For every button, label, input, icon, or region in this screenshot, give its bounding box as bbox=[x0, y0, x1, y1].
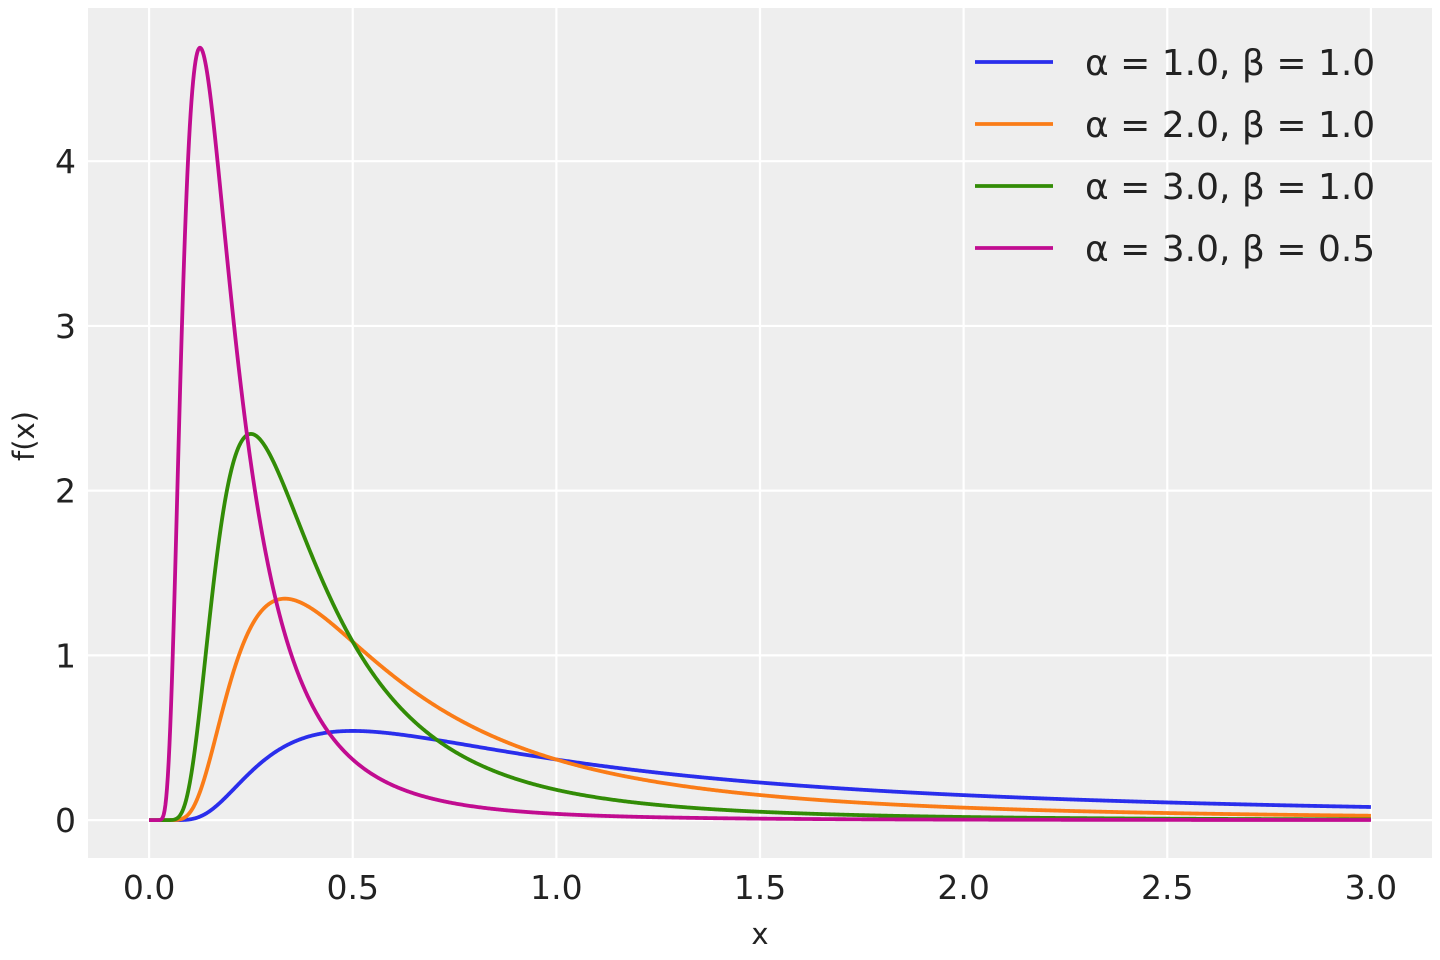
series-line-4 bbox=[148, 45, 1372, 823]
series-group bbox=[148, 45, 1372, 823]
y-axis-label: f(x) bbox=[7, 411, 41, 461]
x-tick-label: 0.5 bbox=[326, 868, 378, 907]
legend-label: α = 3.0, β = 0.5 bbox=[1085, 229, 1375, 270]
x-tick-labels: 0.0 0.5 1.0 1.5 2.0 2.5 3.0 bbox=[123, 868, 1397, 907]
x-tick-label: 1.5 bbox=[734, 868, 786, 907]
x-axis-label: x bbox=[751, 917, 768, 951]
y-tick-label: 1 bbox=[55, 636, 76, 675]
legend-label: α = 3.0, β = 1.0 bbox=[1085, 167, 1375, 208]
series-line-1 bbox=[148, 729, 1372, 823]
x-tick-label: 2.0 bbox=[937, 868, 989, 907]
y-tick-label: 2 bbox=[55, 472, 76, 511]
y-tick-labels: 0 1 2 3 4 bbox=[55, 142, 76, 840]
x-tick-label: 2.5 bbox=[1141, 868, 1193, 907]
x-tick-label: 0.0 bbox=[123, 868, 175, 907]
x-tick-label: 1.0 bbox=[530, 868, 582, 907]
legend-label: α = 2.0, β = 1.0 bbox=[1085, 105, 1375, 146]
x-tick-label: 3.0 bbox=[1345, 868, 1397, 907]
y-tick-label: 3 bbox=[55, 307, 76, 346]
y-tick-label: 4 bbox=[55, 142, 76, 181]
grid bbox=[88, 8, 1432, 858]
y-tick-label: 0 bbox=[55, 801, 76, 840]
legend-label: α = 1.0, β = 1.0 bbox=[1085, 43, 1375, 84]
legend: α = 1.0, β = 1.0 α = 2.0, β = 1.0 α = 3.0,… bbox=[975, 43, 1375, 270]
